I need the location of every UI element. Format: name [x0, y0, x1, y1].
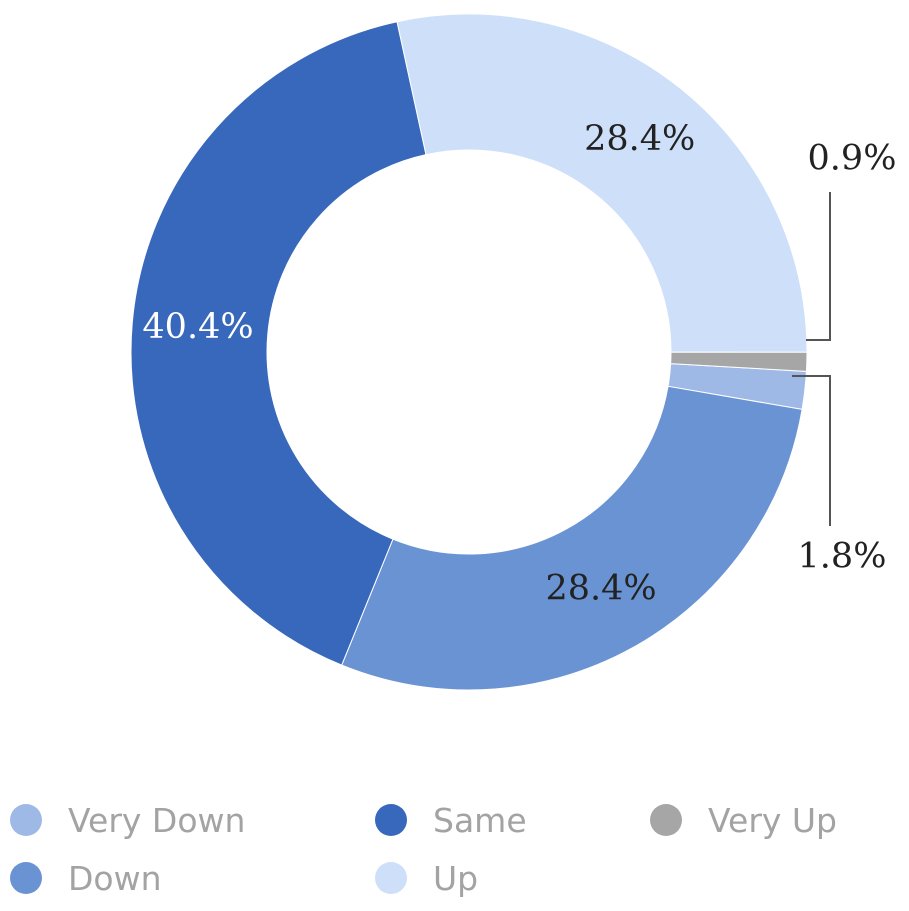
legend-label-very-up: Very Up: [708, 800, 838, 840]
slice-down[interactable]: [341, 385, 803, 691]
data-label-same: 40.4%: [142, 307, 253, 347]
legend-swatch-up: [375, 862, 407, 894]
data-label-up: 28.4%: [584, 119, 695, 159]
legend-label-down: Down: [68, 858, 162, 898]
legend-swatch-very-up: [650, 804, 682, 836]
leader-line-very-up: [806, 192, 831, 341]
legend-label-same: Same: [433, 800, 527, 840]
donut-chart: 1.8% 28.4% 40.4% 28.4% 0.9%: [130, 13, 897, 691]
legend-label-up: Up: [433, 858, 479, 898]
legend-item-up[interactable]: Up: [375, 858, 478, 898]
legend-swatch-very-down: [10, 804, 42, 836]
leader-line-very-down: [792, 375, 831, 526]
data-label-down: 28.4%: [545, 568, 656, 608]
slice-very-up[interactable]: [670, 351, 808, 372]
slice-up[interactable]: [396, 13, 808, 353]
legend-item-same[interactable]: Same: [375, 800, 527, 840]
legend-item-down[interactable]: Down: [10, 858, 162, 898]
legend-item-very-up[interactable]: Very Up: [650, 800, 837, 840]
legend-swatch-down: [10, 862, 42, 894]
data-label-very-up: 0.9%: [808, 139, 897, 179]
legend-item-very-down[interactable]: Very Down: [10, 800, 245, 840]
legend: Very Down Same Very Up Down Up: [0, 790, 909, 911]
slice-same[interactable]: [130, 21, 427, 666]
legend-label-very-down: Very Down: [68, 800, 246, 840]
legend-swatch-same: [375, 804, 407, 836]
data-label-very-down: 1.8%: [798, 537, 887, 577]
